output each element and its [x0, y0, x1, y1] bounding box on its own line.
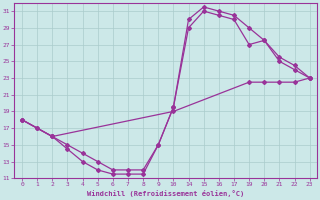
- X-axis label: Windchill (Refroidissement éolien,°C): Windchill (Refroidissement éolien,°C): [87, 190, 244, 197]
